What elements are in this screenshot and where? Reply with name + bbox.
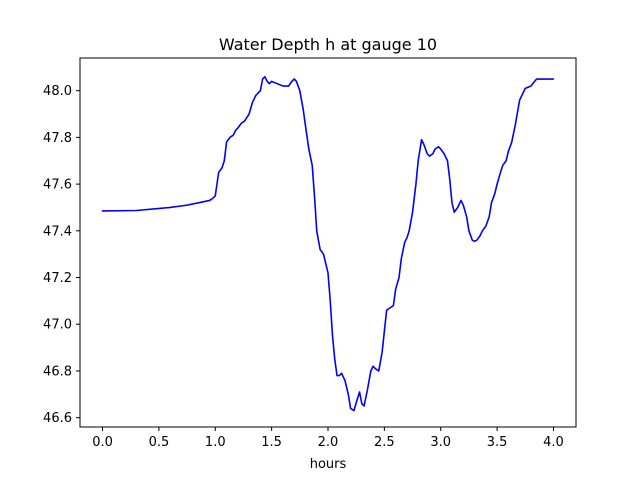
- plot-area: [101, 75, 555, 412]
- axes-frame: [79, 57, 577, 428]
- y-tick-label: 47.6: [43, 178, 72, 193]
- x-tick-label: 2.0: [318, 435, 339, 450]
- x-tick-label: 2.5: [374, 435, 395, 450]
- x-tick-label: 4.0: [543, 435, 564, 450]
- x-tick-label: 3.5: [487, 435, 508, 450]
- y-tick-label: 47.0: [43, 318, 72, 333]
- y-axis: 46.6 46.8 47.0 47.2 47.4 47.6 47.8 48.0: [43, 84, 80, 426]
- y-tick-label: 47.4: [43, 224, 72, 239]
- x-tick-label: 1.5: [261, 435, 282, 450]
- x-tick-label: 3.0: [430, 435, 451, 450]
- series-line: [101, 75, 555, 412]
- y-tick-label: 48.0: [43, 84, 72, 99]
- y-tick-label: 46.6: [43, 411, 72, 426]
- y-tick-label: 46.8: [43, 364, 72, 379]
- chart-title: Water Depth h at gauge 10: [219, 35, 437, 54]
- x-axis-label: hours: [310, 457, 347, 472]
- x-tick-label: 1.0: [205, 435, 226, 450]
- y-tick-label: 47.8: [43, 131, 72, 146]
- x-tick-label: 0.0: [92, 435, 113, 450]
- x-axis: 0.0 0.5 1.0 1.5 2.0 2.5 3.0 3.5 4.0: [92, 427, 564, 450]
- x-tick-label: 0.5: [149, 435, 170, 450]
- y-tick-label: 47.2: [43, 271, 72, 286]
